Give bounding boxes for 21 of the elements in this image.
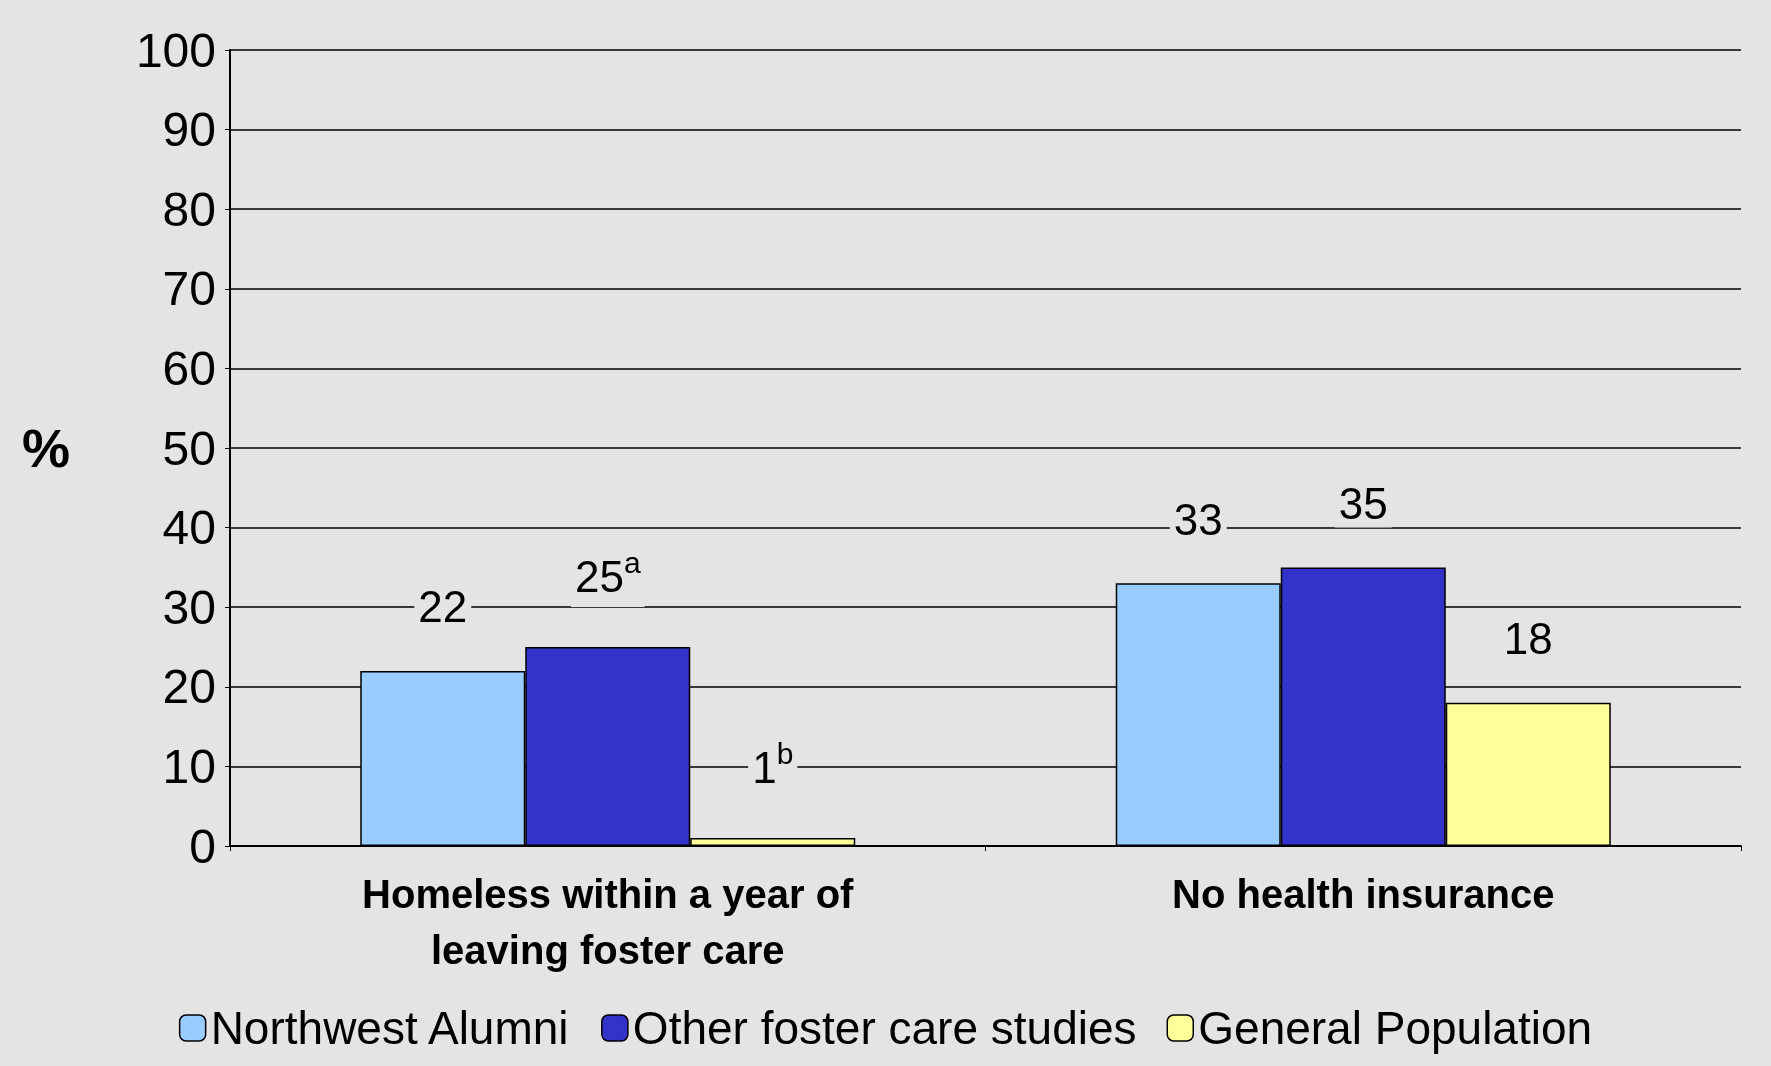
y-tick-label: 70 <box>162 262 216 316</box>
y-tick-label: 50 <box>162 421 216 475</box>
y-tick-label: 90 <box>162 103 216 157</box>
data-label: 22 <box>418 582 468 632</box>
x-tick-label: Homeless within a year of leaving foster care <box>362 872 855 972</box>
y-axis-title: % <box>21 418 70 478</box>
legend-label: General Population <box>1198 1002 1593 1054</box>
y-tick-label: 40 <box>162 501 216 555</box>
y-tick-label: 20 <box>162 660 216 714</box>
y-tick-label: 60 <box>162 341 216 395</box>
y-tick-label: 10 <box>162 739 216 793</box>
y-tick-label: 100 <box>135 23 216 77</box>
x-tick-label: No health insurance <box>1172 872 1555 916</box>
y-tick-label: 30 <box>162 580 216 634</box>
y-tick-label: 80 <box>162 182 216 236</box>
legend-label: Northwest Alumni <box>210 1002 569 1054</box>
y-tick-label: 0 <box>189 819 216 873</box>
legend-label: Other foster care studies <box>632 1002 1137 1054</box>
data-label: 33 <box>1173 494 1223 544</box>
data-label: 18 <box>1503 614 1553 664</box>
data-label: 35 <box>1338 478 1388 528</box>
